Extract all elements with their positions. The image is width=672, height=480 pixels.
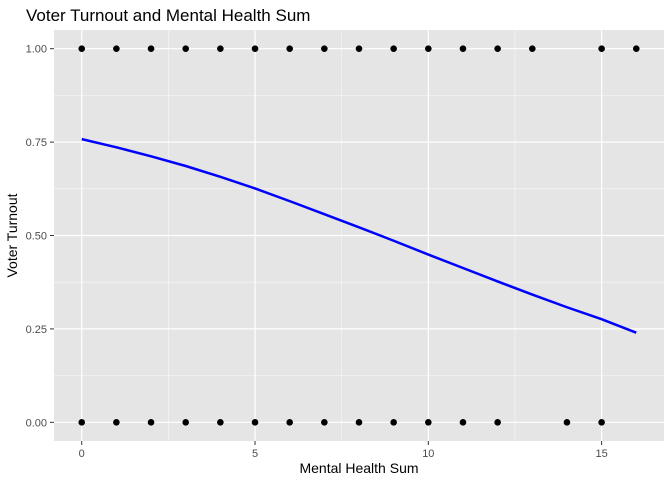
y-tick-label: 0.00	[26, 417, 47, 429]
data-point	[528, 45, 536, 52]
y-axis-title: Voter Turnout	[4, 193, 20, 277]
data-point	[113, 45, 120, 52]
data-point	[286, 45, 293, 52]
data-point	[182, 45, 190, 52]
data-point	[632, 45, 640, 52]
fit-line	[81, 137, 637, 334]
data-point	[459, 419, 467, 426]
data-point	[459, 45, 467, 52]
data-point	[355, 419, 363, 426]
data-point	[321, 45, 328, 52]
data-point	[425, 419, 432, 426]
data-point	[390, 419, 397, 426]
data-point	[355, 45, 363, 52]
data-point	[598, 45, 605, 52]
x-axis-title: Mental Health Sum	[299, 460, 418, 476]
data-point	[425, 45, 432, 52]
data-point	[78, 45, 86, 52]
x-tick-label: 0	[79, 448, 85, 460]
data-point	[494, 419, 501, 426]
data-point	[217, 45, 224, 52]
y-tick-label: 1.00	[26, 44, 47, 56]
y-tick-label: 0.75	[26, 137, 47, 149]
y-tick-label: 0.50	[26, 231, 47, 243]
data-point	[251, 45, 259, 52]
data-point	[78, 419, 86, 426]
data-point	[598, 419, 605, 426]
data-point	[147, 45, 155, 52]
data-point	[321, 419, 328, 426]
data-point	[494, 45, 501, 52]
y-tick-label: 0.25	[26, 324, 47, 336]
chart-title: Voter Turnout and Mental Health Sum	[26, 6, 310, 25]
data-point	[217, 419, 224, 426]
data-point	[182, 419, 190, 426]
x-axis-ticks: 0 5 10 15	[79, 441, 608, 460]
grid-major-lines	[54, 30, 664, 441]
data-point	[147, 419, 155, 426]
data-point	[113, 419, 120, 426]
data-point	[251, 419, 259, 426]
data-point	[286, 419, 293, 426]
data-point	[563, 419, 571, 426]
x-tick-label: 10	[422, 448, 434, 460]
y-axis-ticks: 0.00 0.25 0.50 0.75 1.00	[26, 44, 54, 429]
data-points	[78, 45, 640, 426]
x-tick-label: 5	[252, 448, 258, 460]
data-point	[390, 45, 397, 52]
x-tick-label: 15	[595, 448, 607, 460]
